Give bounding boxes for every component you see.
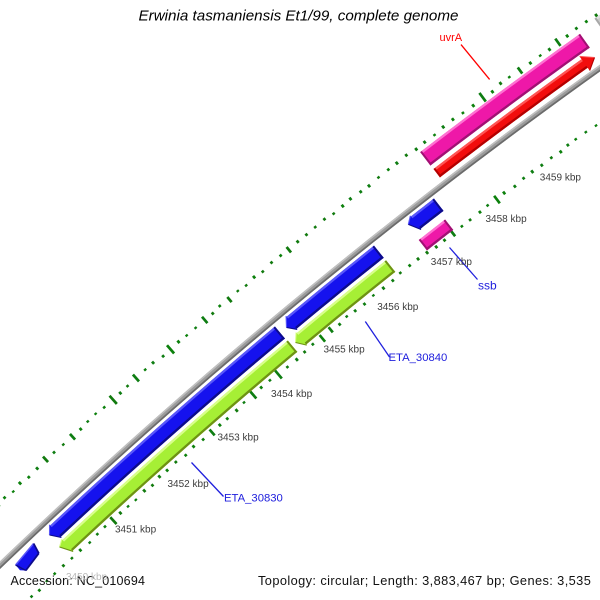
svg-text:Topology: circular; Length: 3,: Topology: circular; Length: 3,883,467 bp… — [258, 573, 591, 588]
svg-text:3456 kbp: 3456 kbp — [377, 302, 419, 313]
svg-text:Erwinia tasmaniensis Et1/99, c: Erwinia tasmaniensis Et1/99, complete ge… — [139, 8, 459, 25]
svg-text:3459 kbp: 3459 kbp — [540, 173, 582, 184]
svg-text:ssb: ssb — [478, 279, 497, 293]
svg-text:3451 kbp: 3451 kbp — [115, 525, 157, 536]
svg-text:Accession: NC_010694: Accession: NC_010694 — [11, 574, 146, 588]
svg-text:ETA_30840: ETA_30840 — [389, 352, 448, 364]
svg-text:3457 kbp: 3457 kbp — [431, 257, 473, 268]
svg-text:3452 kbp: 3452 kbp — [168, 479, 210, 490]
svg-text:3454 kbp: 3454 kbp — [271, 389, 313, 400]
svg-text:3453 kbp: 3453 kbp — [218, 433, 260, 444]
svg-text:3450 kbp: 3450 kbp — [66, 572, 108, 583]
svg-text:uvrA: uvrA — [440, 32, 463, 44]
svg-text:3455 kbp: 3455 kbp — [324, 345, 366, 356]
svg-text:ETA_30830: ETA_30830 — [224, 493, 283, 505]
svg-text:3458 kbp: 3458 kbp — [486, 214, 528, 225]
